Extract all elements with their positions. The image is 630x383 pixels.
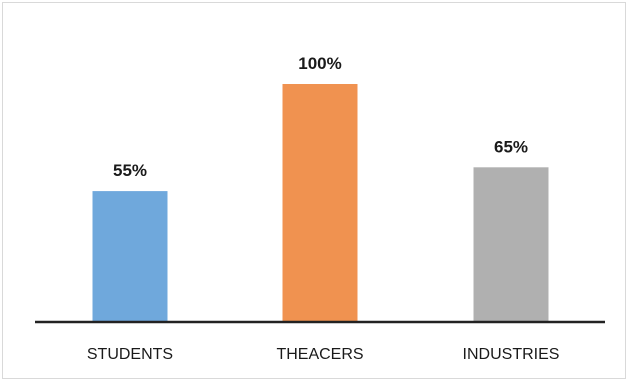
category-label-students: STUDENTS [87,346,173,363]
bars-layer [92,84,549,322]
bar-students [92,191,168,322]
category-label-theacers: THEACERS [276,346,363,363]
bar-industries [473,167,549,322]
data-label-industries: 65% [494,137,528,156]
labels-layer: 55% STUDENTS 100% THEACERS 65% INDUSTRIES [87,54,560,363]
bar-theacers [282,84,358,322]
category-label-industries: INDUSTRIES [463,346,560,363]
data-label-theacers: 100% [298,54,341,73]
data-label-students: 55% [113,161,147,180]
